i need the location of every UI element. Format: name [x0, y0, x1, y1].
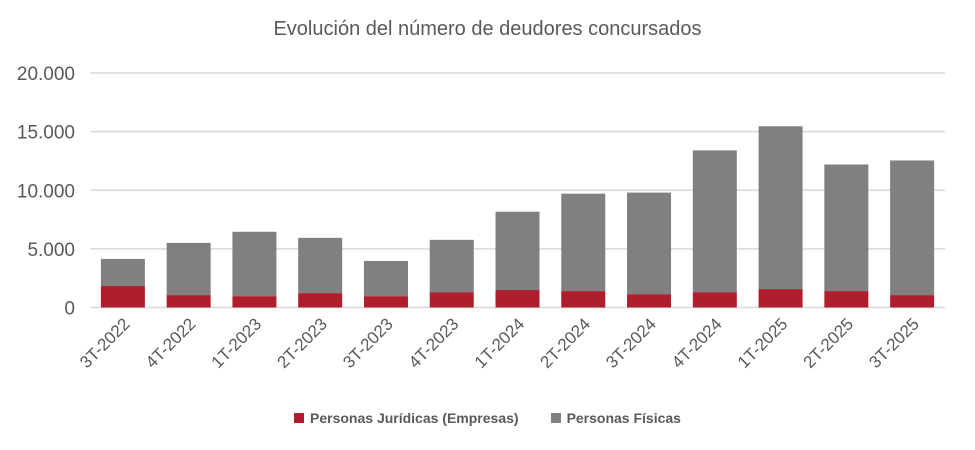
bar-juridicas	[758, 289, 803, 308]
bar-fisicas	[363, 260, 408, 297]
x-tick-label: 3T-2025	[865, 314, 923, 372]
bar-juridicas	[495, 290, 540, 308]
x-tick-label: 4T-2023	[405, 314, 463, 372]
bar-fisicas	[824, 164, 869, 292]
x-tick-label: 1T-2024	[471, 314, 529, 372]
y-tick-label: 15.000	[17, 123, 75, 144]
bar-juridicas	[692, 292, 737, 308]
bar-fisicas	[627, 192, 672, 295]
bar-juridicas	[561, 291, 606, 308]
legend-item-juridicas: Personas Jurídicas (Empresas)	[294, 410, 519, 426]
legend-label-juridicas: Personas Jurídicas (Empresas)	[310, 410, 519, 426]
bar-juridicas	[166, 295, 211, 308]
legend-swatch-juridicas	[294, 413, 305, 423]
x-tick-label: 4T-2022	[142, 314, 200, 372]
x-tick-label: 2T-2023	[273, 314, 331, 372]
bar-juridicas	[298, 293, 343, 308]
bar-juridicas	[100, 286, 145, 308]
bar-fisicas	[692, 150, 737, 293]
x-tick-label: 3T-2022	[76, 314, 134, 372]
y-tick-label: 10.000	[17, 181, 75, 202]
x-tick-label: 1T-2023	[208, 314, 266, 372]
bar-fisicas	[561, 193, 606, 292]
bar-fisicas	[495, 211, 540, 291]
bar-fisicas	[890, 160, 935, 296]
bar-juridicas	[627, 294, 672, 308]
legend-label-fisicas: Personas Físicas	[566, 410, 681, 426]
bar-fisicas	[758, 126, 803, 290]
bar-fisicas	[166, 242, 211, 296]
bar-fisicas	[429, 239, 474, 293]
bar-juridicas	[824, 291, 869, 308]
x-tick-label: 2T-2025	[800, 314, 858, 372]
x-tick-label: 3T-2023	[339, 314, 397, 372]
bar-fisicas	[232, 231, 277, 297]
x-tick-label: 2T-2024	[537, 314, 595, 372]
y-tick-label: 20.000	[17, 64, 75, 85]
x-tick-label: 3T-2024	[602, 314, 660, 372]
bar-fisicas	[298, 237, 343, 294]
y-tick-label: 5.000	[27, 240, 75, 261]
bar-juridicas	[890, 295, 935, 308]
x-tick-label: 1T-2025	[734, 314, 792, 372]
bar-juridicas	[429, 292, 474, 308]
x-tick-label: 4T-2024	[668, 314, 726, 372]
legend-swatch-fisicas	[550, 413, 561, 423]
bar-juridicas	[363, 296, 408, 308]
bar-fisicas	[100, 258, 145, 287]
legend-item-fisicas: Personas Físicas	[550, 410, 681, 426]
chart-title: Evolución del número de deudores concurs…	[273, 18, 702, 40]
y-tick-label: 0	[64, 299, 75, 320]
legend: Personas Jurídicas (Empresas) Personas F…	[0, 410, 975, 426]
bar-juridicas	[232, 296, 277, 308]
